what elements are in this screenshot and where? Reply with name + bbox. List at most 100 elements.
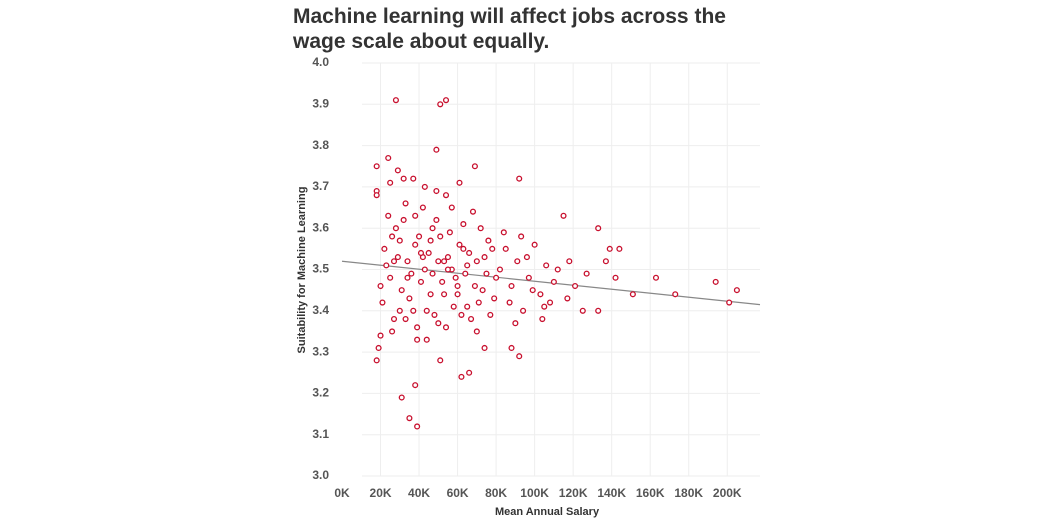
x-tick-label: 140K <box>597 486 626 500</box>
point <box>454 282 461 290</box>
point <box>406 415 413 422</box>
y-tick-label: 3.8 <box>312 138 329 152</box>
point <box>435 320 442 327</box>
point <box>541 303 548 310</box>
chart-title: wage scale about equally. <box>292 30 549 53</box>
point <box>414 324 421 331</box>
x-tick-label: 200K <box>713 486 742 500</box>
point <box>485 237 492 244</box>
x-tick-label: 160K <box>636 486 665 500</box>
point <box>437 357 444 364</box>
point <box>489 245 496 252</box>
point <box>516 175 523 182</box>
point <box>429 270 436 277</box>
point <box>466 249 473 257</box>
point <box>579 307 586 314</box>
point <box>469 208 477 215</box>
y-tick-label: 3.6 <box>312 220 329 234</box>
point <box>394 167 401 174</box>
point <box>416 233 423 240</box>
point <box>431 311 438 318</box>
point <box>543 262 550 269</box>
point <box>442 192 450 199</box>
point <box>506 299 513 306</box>
point <box>595 225 602 232</box>
point <box>400 175 407 182</box>
point <box>385 212 392 219</box>
point <box>400 216 407 223</box>
point <box>456 179 463 186</box>
point <box>408 270 415 277</box>
x-tick-label: 100K <box>520 486 549 500</box>
point <box>564 295 571 302</box>
point <box>390 258 398 265</box>
point <box>516 353 523 360</box>
y-tick-label: 3.9 <box>312 96 329 110</box>
point <box>606 245 613 252</box>
point <box>421 266 428 273</box>
y-tick-label: 3.5 <box>312 262 329 276</box>
y-tick-label: 3.1 <box>312 427 329 441</box>
point <box>433 146 440 153</box>
x-tick-label: 120K <box>559 486 588 500</box>
y-axis-label: Suitability for Machine Learning <box>296 187 308 354</box>
x-axis-label: Mean Annual Salary <box>495 506 600 518</box>
point <box>508 344 515 352</box>
point <box>491 295 498 302</box>
point <box>652 274 660 281</box>
point <box>473 258 480 265</box>
chart-title: Machine learning will affect jobs across… <box>293 5 726 28</box>
point <box>572 282 579 290</box>
point <box>410 307 417 314</box>
point <box>466 369 473 376</box>
point <box>462 270 469 277</box>
point <box>473 328 480 335</box>
point <box>546 299 554 306</box>
y-tick-label: 3.0 <box>312 468 329 482</box>
point <box>468 316 475 323</box>
point <box>712 278 719 285</box>
point <box>471 163 478 170</box>
point <box>392 97 399 104</box>
y-tick-label: 3.7 <box>312 179 329 193</box>
point <box>629 291 636 298</box>
point <box>406 295 413 302</box>
point <box>373 163 380 170</box>
point <box>437 233 444 240</box>
x-tick-label: 40K <box>408 486 430 500</box>
x-tick-label: 80K <box>485 486 507 500</box>
point <box>444 266 451 273</box>
point <box>523 254 530 261</box>
y-tick-label: 3.4 <box>312 303 329 317</box>
x-tick-label: 60K <box>447 486 469 500</box>
point <box>439 278 446 285</box>
point <box>496 266 504 273</box>
point <box>560 212 567 219</box>
point <box>442 324 450 331</box>
point <box>446 229 453 236</box>
point <box>475 299 482 306</box>
point <box>733 287 740 294</box>
point <box>456 241 463 248</box>
point <box>726 299 733 306</box>
x-tick-label: 180K <box>674 486 703 500</box>
point <box>419 204 426 211</box>
point <box>414 336 421 343</box>
point <box>437 101 444 108</box>
point <box>433 187 440 195</box>
point <box>464 303 471 310</box>
point <box>389 328 396 335</box>
point <box>460 245 467 252</box>
point <box>483 270 490 277</box>
point <box>529 287 536 294</box>
point <box>390 316 398 323</box>
point <box>398 287 405 294</box>
point <box>421 183 428 190</box>
point <box>414 423 421 430</box>
point <box>423 336 430 343</box>
point <box>373 357 380 364</box>
trend-line <box>341 260 761 306</box>
point <box>512 320 519 327</box>
point <box>554 266 561 273</box>
y-tick-label: 3.3 <box>312 344 329 358</box>
